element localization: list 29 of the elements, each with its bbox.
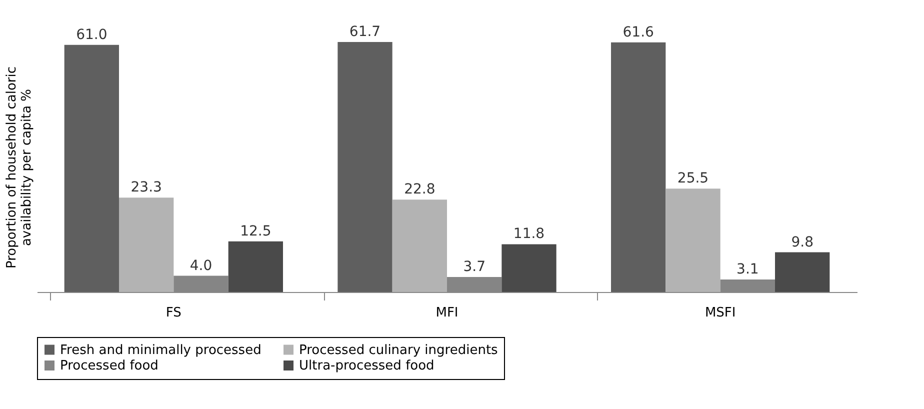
y-axis-title: Proportion of household caloric availability per capita % xyxy=(4,66,34,269)
bar xyxy=(666,188,720,292)
bar xyxy=(611,42,666,292)
legend-label: Processed food xyxy=(60,358,158,374)
bar xyxy=(775,252,830,292)
bar xyxy=(119,198,174,292)
data-label: 61.7 xyxy=(349,24,381,40)
data-label: 61.0 xyxy=(76,26,108,43)
bar xyxy=(502,244,556,292)
data-label: 4.0 xyxy=(190,258,212,274)
data-label: 3.7 xyxy=(463,259,486,276)
data-label: 61.6 xyxy=(622,24,654,40)
x-tick-label: MFI xyxy=(436,306,458,320)
data-label: 22.8 xyxy=(404,182,436,198)
x-tick-label: MSFI xyxy=(704,306,736,320)
legend-label: Fresh and minimally processed xyxy=(60,342,262,358)
bar xyxy=(228,241,283,292)
x-tick-label: FS xyxy=(166,306,182,320)
legend-label: Ultra-processed food xyxy=(299,358,434,374)
bar xyxy=(64,44,119,292)
bar xyxy=(392,200,447,292)
data-label: 25.5 xyxy=(677,170,709,187)
data-label: 11.8 xyxy=(513,226,545,242)
data-label: 23.3 xyxy=(130,180,162,196)
data-label: 3.1 xyxy=(736,261,759,278)
data-label: 9.8 xyxy=(791,234,814,250)
bar xyxy=(338,42,392,292)
data-label: 12.5 xyxy=(240,223,272,240)
legend-label: Processed culinary ingredients xyxy=(299,342,498,358)
